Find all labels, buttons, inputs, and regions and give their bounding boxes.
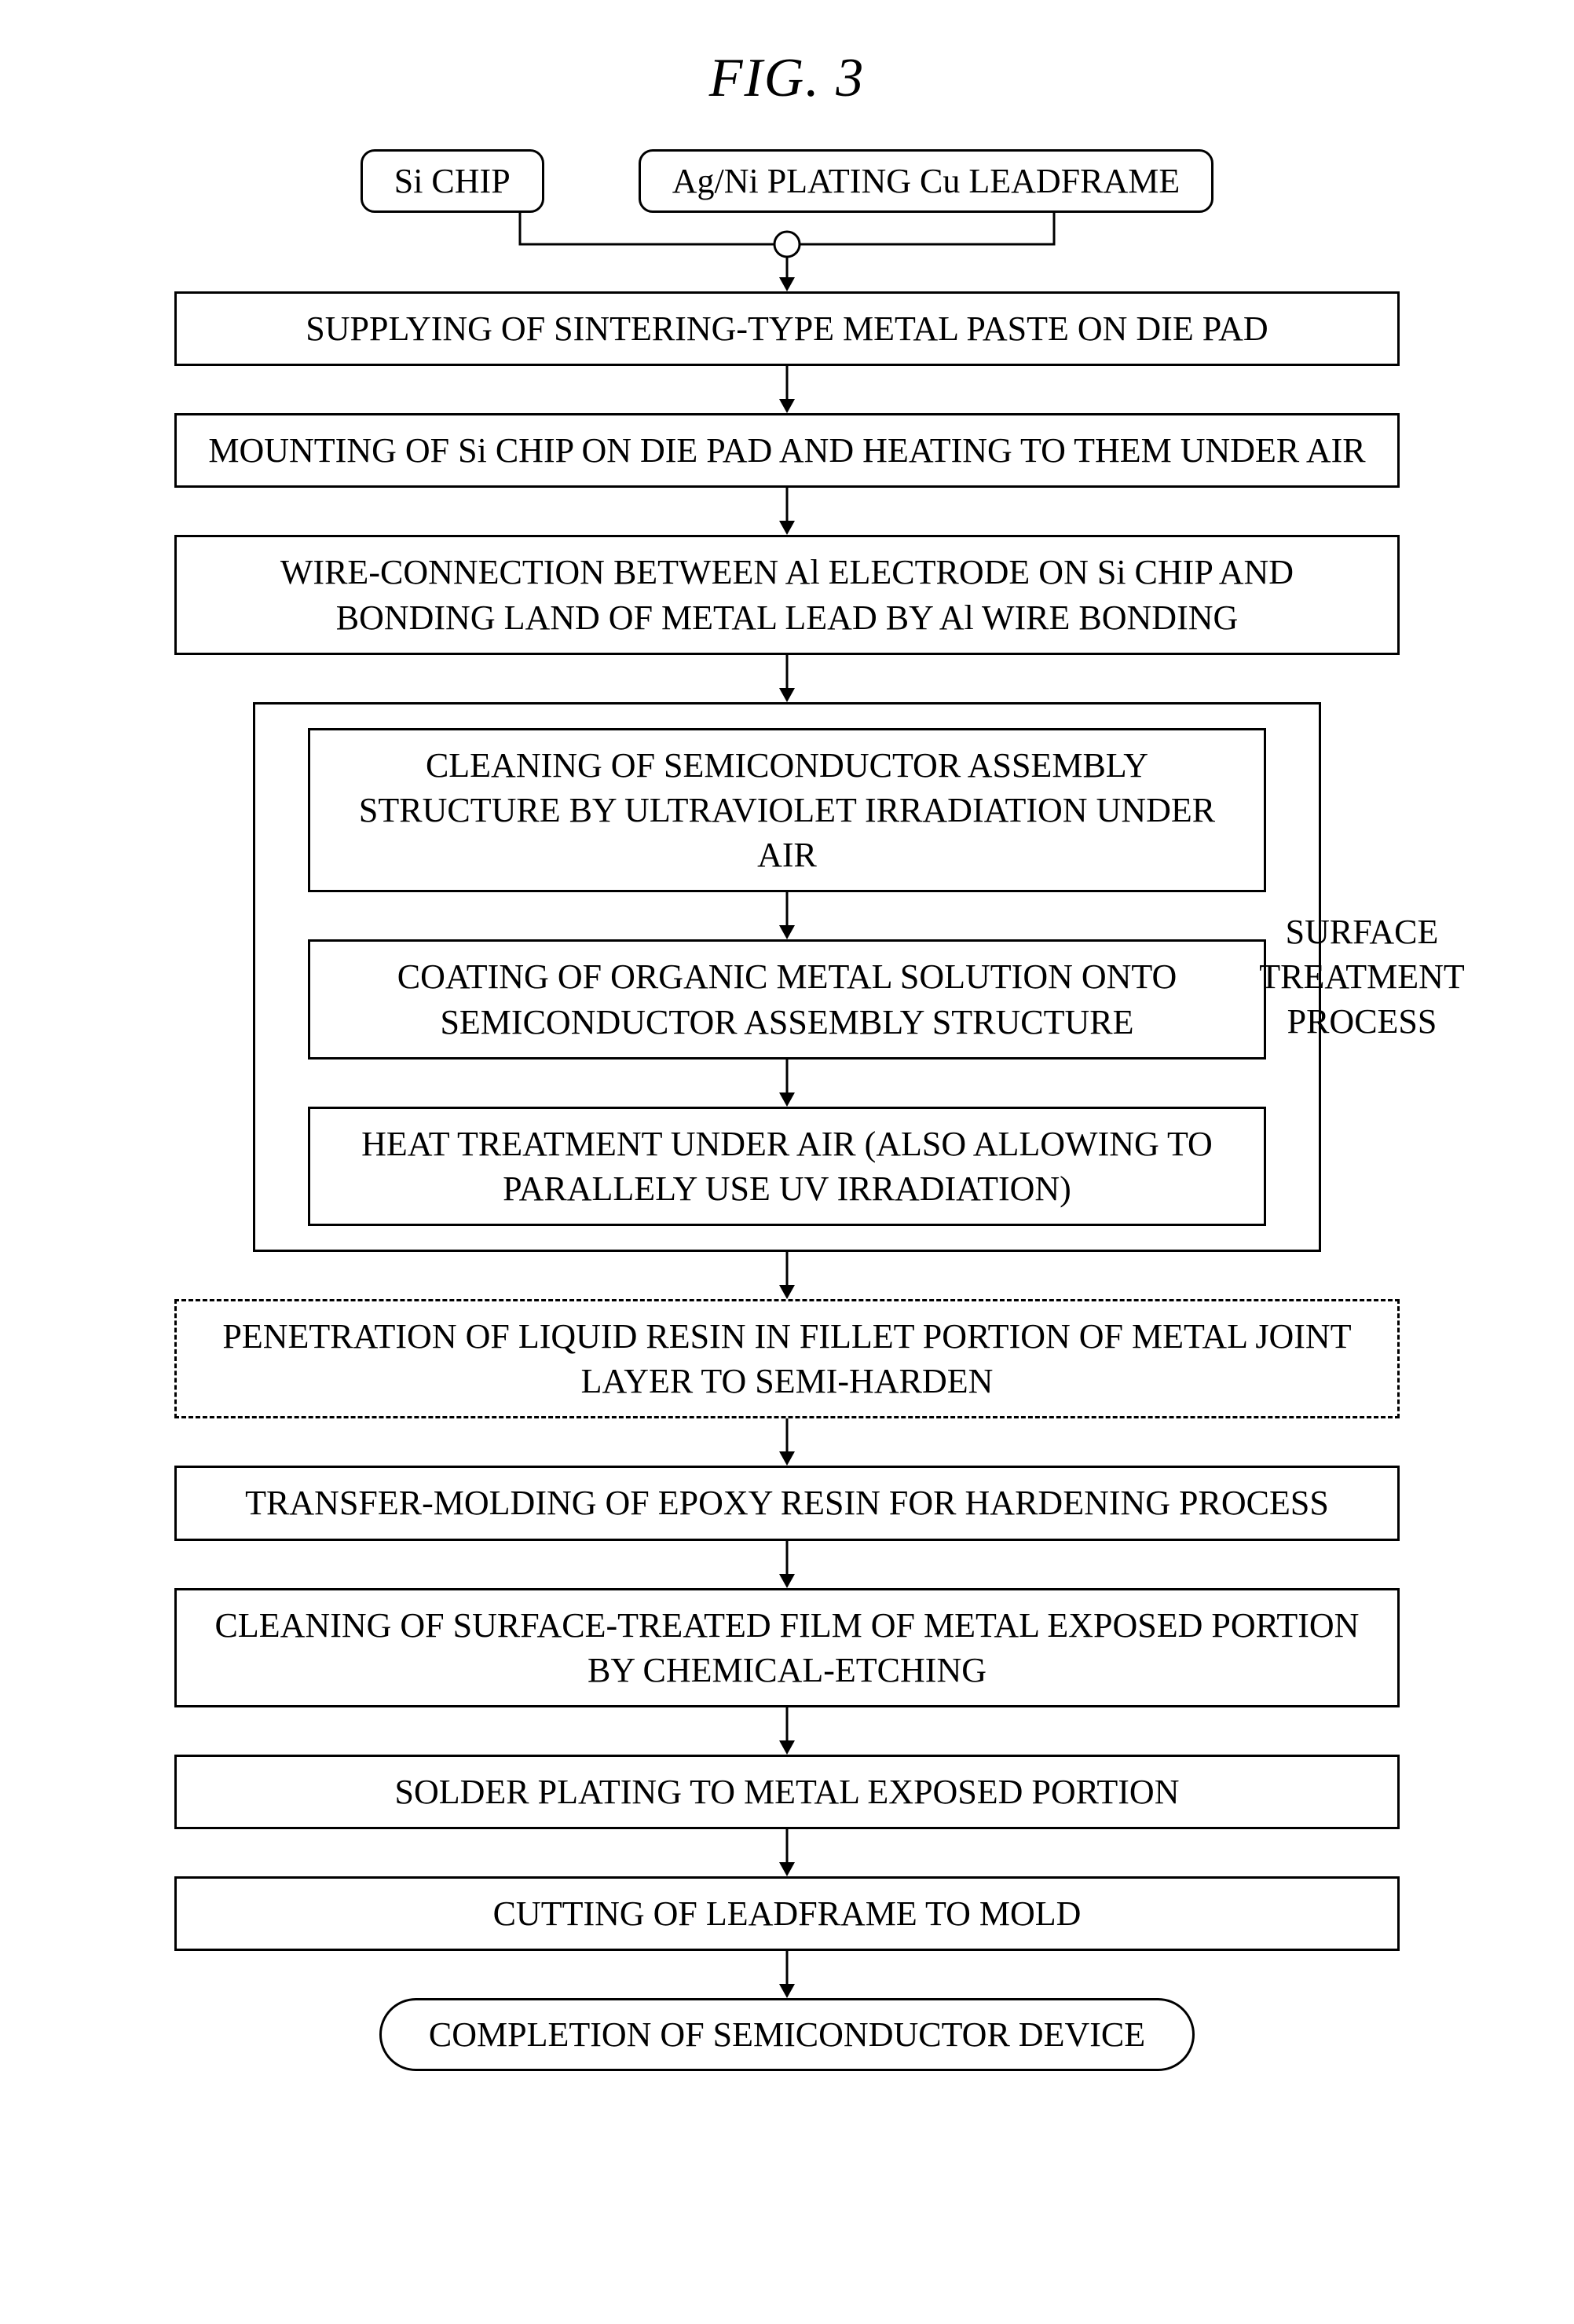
arrow-icon [94,655,1480,702]
step-heat-treat: HEAT TREATMENT UNDER AIR (ALSO ALLOWING … [308,1107,1266,1226]
join-connector [94,213,1480,291]
arrow-icon [287,1060,1287,1107]
arrow-icon [94,1252,1480,1299]
arrow-icon [94,366,1480,413]
inputs-row: Si CHIP Ag/Ni PLATING Cu LEADFRAME [361,149,1214,213]
step-uv-clean: CLEANING OF SEMICONDUCTOR ASSEMBLY STRUC… [308,728,1266,893]
arrow-icon [94,1541,1480,1588]
step-wire-bond: WIRE-CONNECTION BETWEEN Al ELECTRODE ON … [174,535,1400,654]
surface-treatment-label: SURFACE TREATMENT PROCESS [1244,909,1480,1045]
surface-treatment-box: CLEANING OF SEMICONDUCTOR ASSEMBLY STRUC… [253,702,1321,1252]
arrow-icon [94,1951,1480,1998]
flowchart: Si CHIP Ag/Ni PLATING Cu LEADFRAME SUPPL… [94,149,1480,2071]
terminator-completion: COMPLETION OF SEMICONDUCTOR DEVICE [379,1998,1195,2071]
arrow-icon [287,892,1287,939]
input-leadframe: Ag/Ni PLATING Cu LEADFRAME [639,149,1214,213]
step-mount-heat: MOUNTING OF Si CHIP ON DIE PAD AND HEATI… [174,413,1400,488]
step-coat-organic: COATING OF ORGANIC METAL SOLUTION ONTO S… [308,939,1266,1059]
step-solder-plating: SOLDER PLATING TO METAL EXPOSED PORTION [174,1755,1400,1829]
step-transfer-mold: TRANSFER-MOLDING OF EPOXY RESIN FOR HARD… [174,1466,1400,1540]
step-chem-etch-clean: CLEANING OF SURFACE-TREATED FILM OF META… [174,1588,1400,1707]
arrow-icon [94,1707,1480,1755]
step-cut-leadframe: CUTTING OF LEADFRAME TO MOLD [174,1876,1400,1951]
step-supply-paste: SUPPLYING OF SINTERING-TYPE METAL PASTE … [174,291,1400,366]
figure-title: FIG. 3 [94,47,1480,110]
step-penetration-resin: PENETRATION OF LIQUID RESIN IN FILLET PO… [174,1299,1400,1418]
arrow-icon [94,1829,1480,1876]
input-si-chip: Si CHIP [361,149,544,213]
arrow-icon [94,488,1480,535]
arrow-icon [94,1418,1480,1466]
surface-treatment-group: CLEANING OF SEMICONDUCTOR ASSEMBLY STRUC… [94,702,1480,1252]
